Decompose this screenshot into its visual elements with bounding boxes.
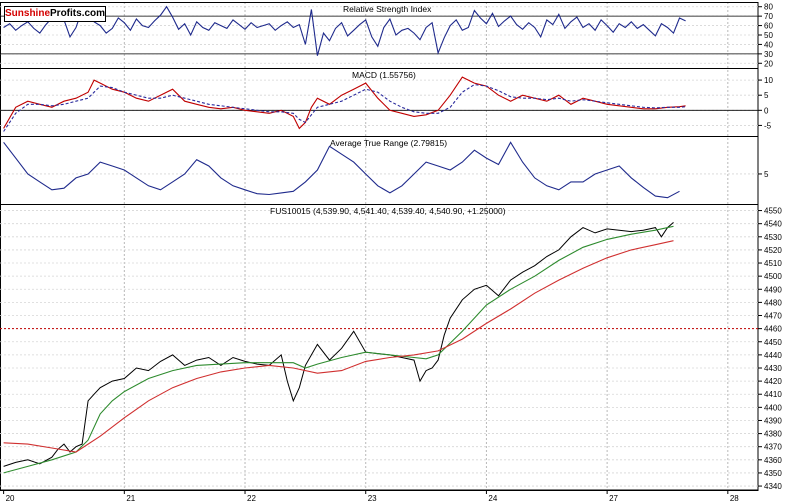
y-tick-label: 4460 — [764, 325, 782, 334]
y-tick-label: 4420 — [764, 377, 782, 386]
y-tick-label: 40 — [764, 40, 773, 49]
y-tick-label: 4410 — [764, 390, 782, 399]
y-tick-label: 50 — [764, 31, 773, 40]
y-tick-label: 4430 — [764, 364, 782, 373]
y-tick-label: 4390 — [764, 416, 782, 425]
y-tick-label: 4510 — [764, 259, 782, 268]
series-line — [3, 141, 680, 199]
panel-title: MACD (1.55756) — [352, 70, 416, 80]
y-tick-label: 4450 — [764, 338, 782, 347]
y-tick-label: 4480 — [764, 298, 782, 307]
y-tick-label: 4340 — [764, 482, 782, 491]
panel-title: Relative Strength Index — [343, 4, 432, 14]
panel-title: FUS10015 (4,539.90, 4,541.40, 4,539.40, … — [270, 206, 506, 216]
y-tick-label: 4470 — [764, 312, 782, 321]
x-tick-label: 22 — [247, 494, 256, 503]
y-tick-label: 4540 — [764, 220, 782, 229]
x-tick-label: 28 — [730, 494, 739, 503]
y-tick-label: 4400 — [764, 403, 782, 412]
y-tick-label: 4520 — [764, 246, 782, 255]
y-tick-label: 30 — [764, 50, 773, 59]
x-tick-label: 21 — [126, 494, 135, 503]
y-tick-label: 60 — [764, 22, 773, 31]
y-tick-label: 10 — [764, 76, 773, 85]
panel-title: Average True Range (2.79815) — [330, 138, 447, 148]
y-tick-label: 4490 — [764, 285, 782, 294]
y-tick-label: 4350 — [764, 469, 782, 478]
x-tick-label: 23 — [368, 494, 377, 503]
y-tick-label: 80 — [764, 3, 773, 12]
brand-logo: SunshineProfits.com — [4, 6, 106, 22]
ma-short-line — [3, 225, 674, 474]
y-tick-label: 4370 — [764, 443, 782, 452]
y-tick-label: 4440 — [764, 351, 782, 360]
series-line — [3, 5, 686, 56]
y-tick-label: 4530 — [764, 233, 782, 242]
x-tick-label: 27 — [609, 494, 618, 503]
series-line — [3, 84, 686, 132]
series-line — [3, 76, 686, 130]
y-tick-label: 0 — [764, 106, 769, 115]
y-tick-label: 4500 — [764, 272, 782, 281]
y-tick-label: 4550 — [764, 207, 782, 216]
y-tick-label: 4380 — [764, 430, 782, 439]
price-line — [3, 222, 674, 467]
y-tick-label: 4360 — [764, 456, 782, 465]
ma-long-line — [3, 240, 674, 453]
logo-domain: .com — [81, 8, 106, 19]
y-tick-label: 5 — [764, 91, 769, 100]
logo-word-sunshine: Sunshine — [5, 8, 51, 19]
y-tick-label: 70 — [764, 12, 773, 21]
x-tick-label: 24 — [488, 494, 497, 503]
y-tick-label: -5 — [764, 121, 772, 130]
y-tick-label: 5 — [764, 170, 769, 179]
y-tick-label: 20 — [764, 59, 773, 68]
x-tick-label: 20 — [6, 494, 15, 503]
logo-word-profits: Profits — [50, 8, 82, 19]
